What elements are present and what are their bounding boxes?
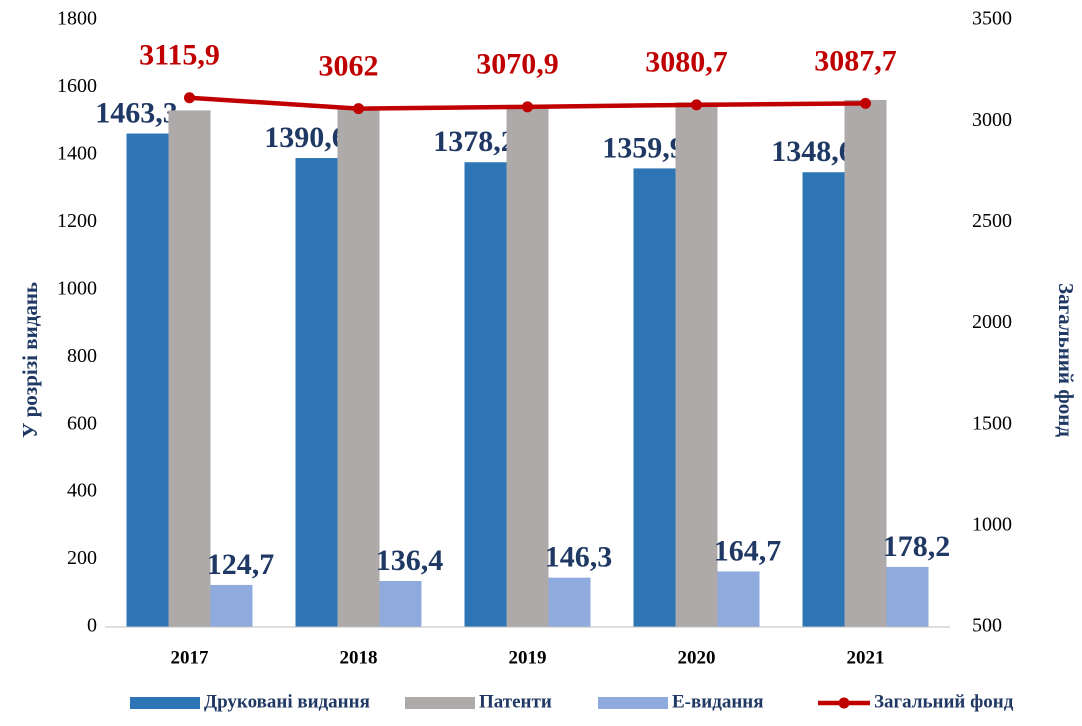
line-marker (522, 101, 533, 113)
y2-tick-label: 3500 (972, 8, 1012, 30)
y2-tick-label: 2000 (972, 311, 1012, 333)
legend-label: Е-видання (672, 691, 764, 712)
legend-swatch (598, 697, 668, 709)
line-marker (860, 97, 871, 109)
data-label: 1348,6 (771, 135, 854, 168)
x-tick-label: 2017 (171, 647, 210, 668)
data-label: 3062 (319, 50, 379, 83)
data-label: 3070,9 (476, 48, 559, 81)
legend-swatch (405, 697, 475, 709)
legend-swatch (838, 697, 850, 709)
legend-label: Патенти (479, 691, 552, 712)
y2-tick-label: 1000 (972, 513, 1012, 535)
y-tick-label: 200 (67, 547, 97, 569)
bar (379, 581, 422, 627)
legend-swatch (130, 697, 200, 709)
y-tick-label: 0 (87, 615, 97, 637)
line-marker (353, 103, 364, 115)
line-marker (691, 99, 702, 111)
y-tick-label: 1600 (57, 75, 97, 97)
data-label: 3087,7 (814, 44, 897, 77)
y2-tick-label: 3000 (972, 109, 1012, 131)
data-label: 1390,6 (264, 121, 347, 154)
y2-tick-label: 1500 (972, 412, 1012, 434)
y-tick-label: 1800 (57, 8, 97, 30)
y2-tick-label: 2500 (972, 210, 1012, 232)
data-label: 146,3 (545, 541, 613, 574)
y-tick-label: 1000 (57, 277, 97, 299)
legend-label: Загальний фонд (874, 691, 1014, 712)
y-tick-label: 600 (67, 412, 97, 434)
bar (168, 110, 211, 628)
bar (126, 133, 169, 627)
y2-axis-title: Загальний фонд (1054, 283, 1078, 437)
bar (548, 577, 591, 627)
y2-tick-label: 500 (972, 615, 1002, 637)
x-tick-label: 2018 (340, 647, 378, 668)
data-label: 136,4 (376, 544, 444, 577)
y-axis-title: У розрізі видань (18, 282, 42, 438)
bar (464, 162, 507, 627)
bar (337, 109, 380, 627)
legend-label: Друковані видання (204, 691, 370, 712)
data-label: 1463,3 (95, 96, 178, 129)
bar (717, 571, 760, 627)
bar (295, 158, 338, 627)
bar (210, 584, 253, 627)
bar (675, 102, 718, 627)
y-tick-label: 1400 (57, 142, 97, 164)
data-label: 3080,7 (645, 46, 728, 79)
bar (886, 566, 929, 627)
data-label: 164,7 (714, 534, 782, 567)
bar (802, 172, 845, 627)
x-tick-label: 2019 (509, 647, 547, 668)
data-label: 1359,9 (602, 131, 685, 164)
y-tick-label: 400 (67, 480, 97, 502)
x-tick-label: 2020 (678, 647, 716, 668)
y-tick-label: 800 (67, 345, 97, 367)
y-tick-label: 1200 (57, 210, 97, 232)
data-label: 124,7 (207, 548, 275, 581)
data-label: 3115,9 (139, 39, 220, 72)
data-label: 1378,2 (433, 125, 516, 158)
line-marker (184, 92, 195, 104)
data-label: 178,2 (883, 530, 951, 563)
bar (506, 105, 549, 628)
bar (844, 99, 887, 627)
x-tick-label: 2021 (847, 647, 885, 668)
bar (633, 168, 676, 627)
